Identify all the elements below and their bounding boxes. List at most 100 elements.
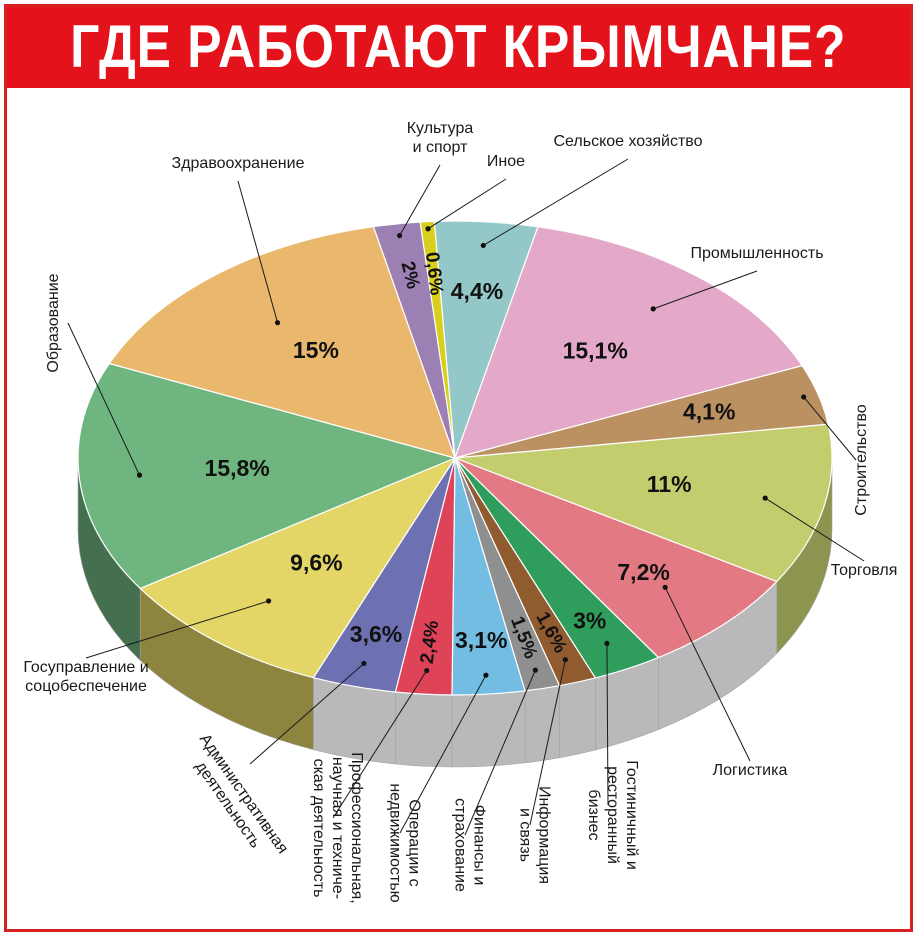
- frame-border: [4, 4, 913, 932]
- pie-side-segment: [395, 691, 453, 768]
- pie-slice: [77, 362, 457, 590]
- leader-dot: [662, 584, 668, 590]
- leader-line: [464, 669, 536, 836]
- category-label-line: Образование: [45, 273, 62, 372]
- category-label-line: недвижимостью: [387, 783, 404, 902]
- leader-dot: [274, 320, 281, 326]
- slice-value-label: 4,4%: [451, 278, 503, 304]
- leader-line: [764, 497, 865, 562]
- slice-value-label: 9,6%: [290, 549, 342, 575]
- category-label: Промышленность: [690, 245, 823, 262]
- category-label-line: Профессиональная,: [348, 752, 365, 903]
- category-label-line: Строительство: [853, 404, 870, 515]
- category-label-line: Операции с: [406, 799, 423, 886]
- leader-line: [529, 659, 566, 826]
- pie-side-segment: [451, 690, 526, 768]
- leader-line: [653, 270, 758, 310]
- slice-value-label: 3%: [573, 607, 606, 633]
- slice-value-label: 15%: [293, 337, 339, 363]
- category-label-line: Гостиничный и: [623, 760, 640, 870]
- slice-value-label: 3,6%: [350, 621, 402, 647]
- pie-slice: [454, 423, 833, 583]
- category-label-line: Культура: [407, 120, 474, 137]
- slice-value-label: 7,2%: [617, 559, 669, 585]
- category-label-line: научная и техниче-: [329, 757, 346, 899]
- pie-slice: [139, 456, 457, 679]
- leader-line: [67, 322, 140, 476]
- leader-line: [332, 670, 428, 819]
- category-label: Культура и спорт: [407, 120, 474, 156]
- leader-dot: [650, 306, 656, 312]
- leader-dot: [265, 598, 272, 604]
- category-label-line: и спорт: [413, 139, 468, 156]
- leader-line: [483, 158, 629, 246]
- pie-side: [77, 457, 833, 768]
- category-label: Сельское хозяйство: [553, 133, 702, 150]
- leader-line: [606, 643, 609, 806]
- leader-dot: [604, 640, 610, 646]
- leader-dot: [762, 495, 768, 501]
- leader-line: [803, 396, 857, 461]
- category-label-line: Финансы и: [471, 805, 488, 886]
- slice-value-label: 3,1%: [455, 627, 507, 653]
- pie-slice: [108, 225, 456, 459]
- pie-top: [77, 220, 833, 696]
- leader-dot: [136, 472, 143, 478]
- leader-line: [237, 180, 279, 323]
- category-label: Операции снедвижимостью: [387, 783, 423, 902]
- category-label-line: Здравоохранение: [172, 155, 305, 172]
- category-label-line: Торговля: [831, 562, 898, 579]
- category-label: Строительство: [853, 404, 870, 515]
- category-label: Профессиональная,научная и техниче-ская …: [310, 752, 365, 903]
- slice-value-label: 4,1%: [683, 399, 735, 425]
- leader-line: [664, 587, 751, 762]
- leader-dot: [532, 667, 538, 673]
- category-label: Здравоохранение: [172, 155, 305, 172]
- slice-value-label: 15,1%: [563, 338, 628, 364]
- category-label: Торговля: [831, 562, 898, 579]
- leader-line: [249, 663, 365, 765]
- leader-dot: [480, 242, 486, 249]
- category-label-line: Госуправление и: [23, 659, 148, 676]
- chart-title: ГДЕ РАБОТАЮТ КРЫМЧАНЕ?: [70, 12, 847, 80]
- category-label: Логистика: [713, 762, 788, 779]
- leader-line: [85, 600, 269, 659]
- leader-dot: [424, 667, 430, 674]
- leader-line: [427, 178, 507, 230]
- pie-slice: [454, 226, 804, 459]
- category-label-line: Информация: [536, 786, 553, 884]
- pie-side-segment: [524, 685, 560, 764]
- category-label-line: страхование: [452, 798, 469, 892]
- leader-dot: [801, 394, 807, 400]
- category-label: Гостиничный иресторанныйбизнес: [585, 760, 640, 870]
- pie-side-segment: [559, 677, 596, 759]
- category-label-line: соцобеспечение: [25, 678, 147, 695]
- category-label: Образование: [45, 273, 62, 372]
- category-label-line: и связь: [517, 808, 534, 862]
- category-label-line: Иное: [487, 153, 525, 170]
- category-label-line: бизнес: [585, 789, 602, 840]
- leader-dot: [425, 226, 431, 232]
- category-label-line: Логистика: [713, 762, 788, 779]
- pie-slice: [454, 457, 778, 659]
- leader-line: [399, 164, 441, 236]
- category-label-line: ская деятельность: [310, 759, 327, 898]
- category-label: Финансы истрахование: [452, 798, 488, 892]
- slice-value-label: 0,6%: [421, 251, 447, 297]
- leader-dot: [361, 660, 367, 667]
- category-label: Госуправление и соцобеспечение: [23, 659, 148, 695]
- category-label-line: Сельское хозяйство: [553, 133, 702, 150]
- category-label-line: ресторанный: [604, 766, 621, 864]
- leader-dot: [396, 232, 403, 239]
- leader-dot: [562, 657, 568, 663]
- leader-line: [399, 674, 487, 834]
- category-label: Информацияи связь: [517, 786, 553, 884]
- category-label-line: Промышленность: [690, 245, 823, 262]
- category-label: Иное: [487, 153, 525, 170]
- leader-dot: [483, 672, 489, 678]
- slice-value-label: 15,8%: [205, 455, 270, 481]
- slice-value-label: 11%: [647, 471, 692, 497]
- category-label: Административнаядеятельность: [180, 731, 291, 868]
